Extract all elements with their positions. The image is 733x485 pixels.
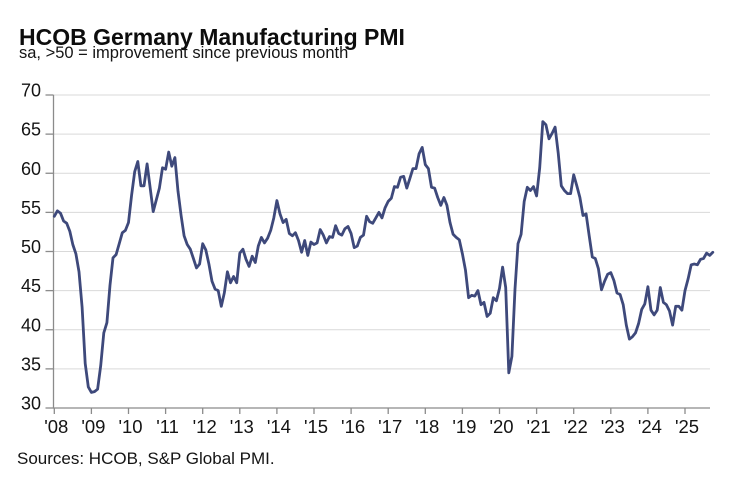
- x-tick-label: '08: [44, 416, 68, 437]
- y-tick-label: 60: [21, 159, 41, 179]
- x-tick-label: '11: [156, 416, 179, 437]
- y-tick-label: 45: [21, 276, 41, 296]
- y-tick-label: 35: [21, 354, 41, 374]
- x-tick-label: '25: [675, 416, 699, 437]
- x-tick-label: '09: [81, 416, 105, 437]
- x-tick-label: '14: [267, 416, 291, 437]
- x-tick-label: '13: [230, 416, 254, 437]
- chart-subtitle: sa, >50 = improvement since previous mon…: [19, 44, 349, 62]
- x-tick-label: '20: [489, 416, 513, 437]
- pmi-series-line: [52, 120, 715, 394]
- y-tick-label: 65: [21, 120, 41, 140]
- x-tick-label: '16: [341, 416, 365, 437]
- x-axis-labels: '08 '09 '10 '11 '12 '13 '14 '15 '16 '17 '18 '19 '20 '…: [44, 408, 699, 437]
- x-tick-label: '19: [452, 416, 476, 437]
- gridlines: [53, 94, 710, 370]
- y-tick-label: 30: [21, 394, 41, 414]
- x-tick-label: '18: [415, 416, 439, 437]
- x-tick-label: '12: [193, 416, 217, 437]
- x-tick-label: '15: [304, 416, 328, 437]
- x-tick-label: '22: [564, 416, 588, 437]
- x-tick-label: '21: [527, 416, 551, 437]
- y-tick-label: 70: [21, 81, 41, 101]
- x-tick-label: '17: [378, 416, 402, 437]
- y-tick-label: 40: [21, 315, 41, 335]
- x-tick-label: '23: [601, 416, 625, 437]
- source-note: Sources: HCOB, S&P Global PMI.: [17, 449, 275, 468]
- y-tick-label: 55: [21, 198, 41, 218]
- x-tick-label: '24: [638, 416, 662, 437]
- y-tick-label: 50: [21, 237, 41, 257]
- x-tick-label: '10: [118, 416, 142, 437]
- chart-title: HCOB Germany Manufacturing PMI: [19, 24, 405, 50]
- y-axis-labels: 30 35 40 45 50 55 60 65 70: [21, 81, 54, 414]
